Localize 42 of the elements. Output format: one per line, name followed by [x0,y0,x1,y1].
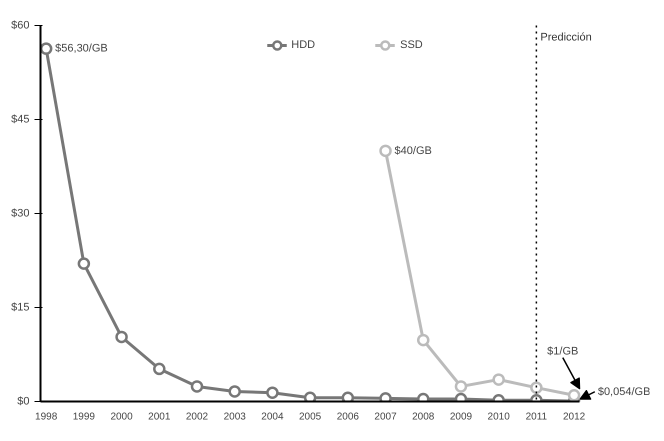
x-tick-label: 2007 [374,412,398,422]
point [115,330,128,344]
x-tick-label: 2006 [336,412,360,422]
x-tick-label: 2008 [412,412,435,422]
point [454,380,468,393]
x-tick-label: 2011 [526,412,548,422]
point [228,385,241,398]
x-tick-label: 2012 [562,412,586,422]
x-tick-label: 2000 [110,412,134,422]
point [78,257,90,270]
annotation: $40/GB [394,144,432,157]
x-tick-label: 2004 [261,412,284,422]
point [190,380,204,393]
x-tick-label: 2010 [488,412,510,422]
x-tick-label: 2009 [450,412,473,422]
y-tick-label: $0 [17,396,30,408]
point [530,381,543,394]
x-tick-label: 2003 [224,412,246,422]
point [416,334,430,346]
point [40,42,52,55]
x-tick-label: 2002 [186,412,209,422]
point [379,144,392,158]
annotation: $56,30/GB [55,42,108,55]
y-tick-label: $15 [11,302,30,314]
x-tick-label: 2005 [298,412,322,422]
x-tick-label: 1999 [72,412,96,422]
point [304,392,316,402]
legend-label: HDD [291,39,316,51]
y-tick-label: $60 [11,20,30,32]
x-tick-label: 2001 [148,412,171,422]
annotation: $0,054/GB [598,386,650,398]
point [379,392,392,402]
point [153,362,166,376]
legend-label: SSD [400,39,423,51]
y-tick-label: $30 [11,208,30,220]
y-tick-label: $45 [11,114,30,126]
point [266,386,279,399]
point [492,373,505,386]
ref-line-label: Predicción [540,32,592,44]
annotation: $1/GB [547,346,578,358]
x-tick-label: 1998 [35,412,58,422]
point [342,392,354,402]
